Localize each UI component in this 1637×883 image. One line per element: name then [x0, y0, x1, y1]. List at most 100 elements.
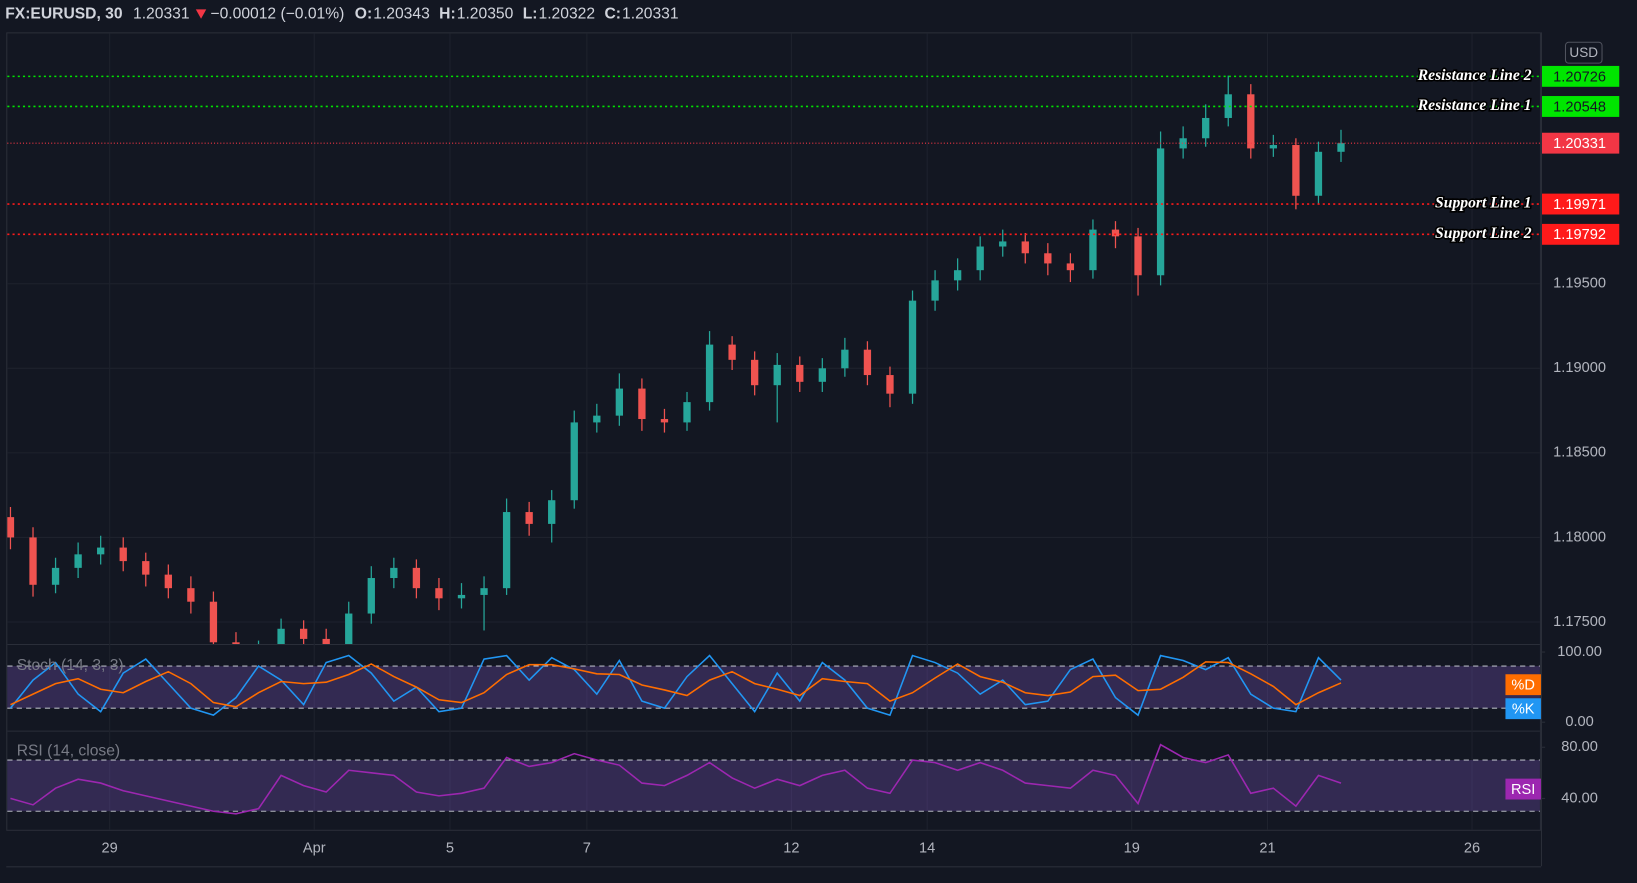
x-tick-label: Apr: [303, 840, 326, 856]
candle-body: [502, 512, 511, 589]
candles: [7, 75, 1345, 644]
candle-body: [164, 574, 172, 589]
level-price-label: 1.20548: [1553, 99, 1606, 115]
level-price-box: [1541, 65, 1620, 87]
candle-body: [277, 628, 285, 644]
candle-body: [412, 567, 421, 589]
indicator-bands: [7, 665, 1540, 812]
ohlc-value: 1.20331: [622, 6, 679, 23]
y-tick-label: 1.17500: [1553, 614, 1606, 630]
marks: [7, 75, 1345, 815]
candle-body: [570, 422, 578, 501]
price-change: −0.00012 (−0.01%): [210, 6, 344, 23]
candle-body: [683, 402, 691, 423]
x-tick-label: 14: [919, 840, 935, 856]
candle-body: [1247, 94, 1255, 149]
level-price-box: [1541, 193, 1620, 215]
indicator-line: [10, 661, 1342, 708]
candle-body: [29, 537, 37, 585]
level-name: Resistance Line 2: [1417, 67, 1532, 84]
candle-body: [728, 344, 736, 360]
candle-body: [97, 547, 105, 555]
pane-title: Stoch (14, 3, 3): [17, 657, 124, 674]
ohlc-value: 1.20343: [373, 6, 430, 23]
candle-body: [1089, 229, 1097, 271]
currency-box: [1564, 41, 1603, 64]
pane-title: RSI (14, close): [17, 743, 120, 760]
legend-box: [1505, 698, 1541, 720]
x-tick-label: 29: [102, 840, 118, 856]
candle-body: [976, 246, 984, 271]
candle-body: [187, 588, 195, 602]
candle-body: [1269, 145, 1278, 149]
level-price-label: 1.20726: [1553, 69, 1606, 85]
y-tick-label: 1.19000: [1553, 360, 1606, 376]
candle-body: [548, 500, 556, 524]
x-tick-label: 19: [1124, 840, 1140, 856]
x-tick-label: 7: [583, 840, 591, 856]
level-name: Support Line 1: [1435, 195, 1531, 212]
candle-body: [908, 300, 917, 394]
candle-body: [773, 364, 781, 386]
candle-body: [480, 588, 488, 595]
candle-body: [1224, 94, 1232, 118]
candle-body: [615, 388, 624, 416]
level-price-label: 1.19792: [1553, 227, 1606, 243]
header: FX:EURUSD, 30 1.20331 −0.00012 (−0.01%) …: [5, 6, 678, 23]
pane-border: [6, 32, 1541, 831]
symbol: FX:EURUSD, 30: [5, 6, 123, 23]
candle-body: [818, 368, 826, 382]
last-price-box: [1541, 132, 1620, 154]
candle-body: [525, 512, 533, 524]
x-tick-label: 5: [446, 840, 454, 856]
indicator-lines: [10, 743, 1342, 815]
ohlc-label: H:: [439, 6, 456, 23]
candle-body: [660, 419, 669, 423]
legend-label: %D: [1511, 678, 1535, 694]
candle-body: [841, 349, 849, 369]
candle-body: [119, 547, 127, 562]
y-tick-label: 80.00: [1561, 739, 1598, 755]
level-price-label: 1.19971: [1553, 197, 1606, 213]
y-tick-label: 1.18000: [1553, 529, 1606, 545]
candle-body: [209, 601, 218, 643]
last-price-label: 1.20331: [1553, 136, 1606, 152]
y-tick-label: 0.00: [1565, 714, 1593, 730]
ohlc-label: O:: [355, 6, 372, 23]
candle-body: [1021, 241, 1029, 254]
legend-box: [1505, 674, 1541, 696]
candle-body: [51, 567, 60, 585]
candle-body: [638, 388, 646, 420]
down-arrow-icon: [195, 9, 207, 19]
x-tick-label: 26: [1464, 840, 1480, 856]
indicator-line: [10, 743, 1342, 815]
legend-box: [1505, 778, 1541, 800]
legend-label: RSI: [1511, 782, 1535, 798]
x-tick-label: 12: [783, 840, 799, 856]
candle-body: [367, 578, 375, 614]
last-price: 1.20331: [133, 6, 190, 23]
candle-body: [751, 359, 759, 386]
ohlc-label: C:: [604, 6, 621, 23]
candle-body: [931, 280, 939, 301]
candle-body: [953, 270, 962, 281]
level-price-box: [1541, 96, 1620, 117]
candle-body: [1066, 263, 1075, 271]
candle-body: [1202, 117, 1210, 139]
candle-body: [299, 628, 308, 639]
ohlc-value: 1.20350: [457, 6, 514, 23]
y-tick-label: 1.18500: [1553, 445, 1606, 461]
ohlc-label: L:: [523, 6, 538, 23]
y-tick-label: 100.00: [1557, 644, 1602, 660]
candle-body: [435, 588, 443, 599]
candle-body: [1044, 253, 1052, 264]
level-price-box: [1541, 223, 1620, 245]
currency-label: USD: [1569, 45, 1598, 60]
candle-body: [1156, 148, 1165, 276]
candle-body: [1337, 143, 1345, 152]
candle-body: [1292, 145, 1300, 196]
candle-body: [1111, 229, 1120, 237]
